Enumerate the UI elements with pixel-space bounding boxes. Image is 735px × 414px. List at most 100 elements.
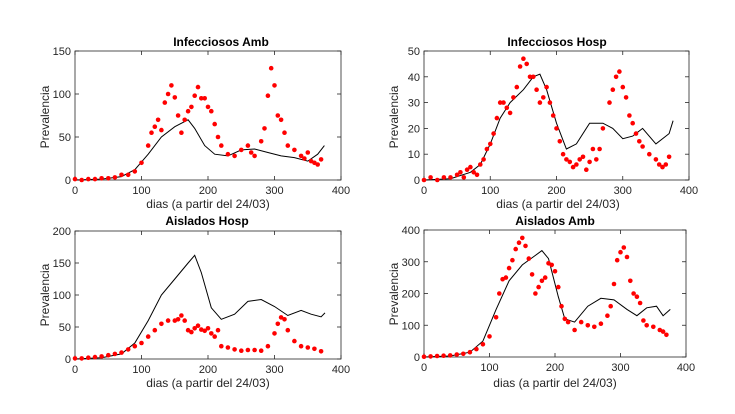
observed-point: [268, 65, 274, 71]
observed-point: [526, 256, 532, 261]
observed-point: [205, 104, 211, 110]
observed-point: [132, 169, 138, 174]
observed-point: [441, 175, 447, 180]
observed-point: [605, 313, 610, 319]
y-tick-label: 40: [408, 72, 420, 84]
observed-point: [152, 124, 158, 129]
observed-point: [175, 317, 181, 322]
observed-point: [493, 315, 499, 320]
observed-point: [644, 323, 649, 328]
observed-point: [478, 162, 483, 167]
observed-point: [72, 176, 78, 182]
observed-point: [610, 87, 616, 92]
observed-point: [428, 175, 433, 180]
observed-point: [634, 294, 640, 300]
observed-point: [318, 157, 324, 162]
observed-point: [212, 334, 217, 339]
x-tick-label: 300: [611, 362, 629, 374]
observed-point: [637, 300, 643, 306]
observed-point: [547, 100, 553, 105]
observed-point: [536, 284, 541, 290]
observed-point: [501, 100, 506, 105]
x-tick-label: 0: [72, 185, 78, 197]
observed-point: [315, 162, 321, 167]
x-axis-label: dias (a partir del 24/03): [493, 376, 616, 390]
observed-point: [106, 352, 111, 358]
observed-point: [302, 156, 307, 161]
x-tick-label: 100: [481, 185, 499, 197]
observed-point: [215, 327, 221, 333]
observed-point: [572, 327, 577, 333]
observed-point: [516, 240, 522, 245]
observed-point: [660, 164, 665, 170]
observed-point: [202, 96, 207, 101]
x-tick-label: 300: [265, 364, 283, 376]
x-tick-label: 400: [332, 185, 350, 197]
y-axis-label: Prevalencia: [387, 85, 401, 148]
observed-point: [258, 139, 264, 144]
panel-title: Aislados Hosp: [165, 214, 248, 228]
observed-point: [552, 269, 558, 274]
observed-point: [209, 108, 214, 114]
x-tick-label: 0: [421, 362, 427, 374]
observed-point: [534, 87, 539, 92]
y-tick-label: 400: [402, 225, 420, 237]
observed-point: [145, 143, 151, 148]
observed-point: [159, 127, 164, 133]
observed-point: [92, 176, 98, 182]
y-tick-label: 50: [59, 132, 71, 144]
observed-point: [647, 151, 652, 157]
observed-point: [504, 105, 510, 111]
x-axis-label: dias (a partir del 24/03): [146, 376, 269, 390]
observed-point: [565, 319, 571, 325]
observed-point: [598, 321, 604, 327]
x-tick-label: 100: [132, 364, 150, 376]
observed-point: [531, 74, 536, 80]
observed-point: [272, 331, 277, 336]
observed-point: [172, 95, 178, 100]
observed-point: [292, 147, 297, 153]
observed-point: [557, 139, 563, 144]
observed-point: [487, 334, 492, 339]
observed-point: [202, 328, 207, 334]
observed-point: [185, 108, 191, 114]
model-line: [74, 254, 326, 360]
observed-point: [641, 318, 646, 323]
observed-point: [99, 176, 104, 181]
observed-point: [461, 175, 467, 180]
y-axis-label: Prevalencia: [38, 85, 52, 148]
observed-point: [580, 154, 586, 160]
observed-point: [550, 113, 556, 118]
observed-point: [506, 265, 512, 271]
observed-point: [139, 340, 144, 346]
observed-point: [517, 64, 523, 69]
observed-point: [620, 84, 626, 90]
x-axis-label: dias (a partir del 24/03): [496, 197, 619, 211]
observed-point: [614, 257, 620, 263]
observed-point: [275, 321, 281, 327]
observed-point: [421, 177, 427, 183]
observed-point: [448, 175, 453, 180]
observed-point: [533, 291, 538, 296]
observed-point: [285, 143, 291, 148]
observed-point: [139, 160, 144, 166]
observed-point: [92, 354, 98, 360]
observed-point: [298, 343, 304, 349]
observed-point: [481, 157, 486, 162]
x-tick-label: 100: [132, 185, 150, 197]
observed-point: [623, 95, 629, 100]
observed-point: [510, 257, 515, 263]
observed-point: [265, 343, 271, 349]
observed-point: [613, 74, 619, 80]
x-tick-label: 300: [614, 185, 632, 197]
observed-point: [653, 157, 659, 162]
observed-point: [278, 315, 284, 320]
observed-point: [454, 352, 460, 357]
observed-point: [318, 349, 324, 354]
plot-area: [423, 50, 690, 181]
observed-point: [570, 164, 576, 170]
observed-point: [225, 151, 231, 157]
observed-point: [305, 345, 311, 350]
observed-point: [447, 353, 453, 358]
x-tick-label: 300: [265, 185, 283, 197]
